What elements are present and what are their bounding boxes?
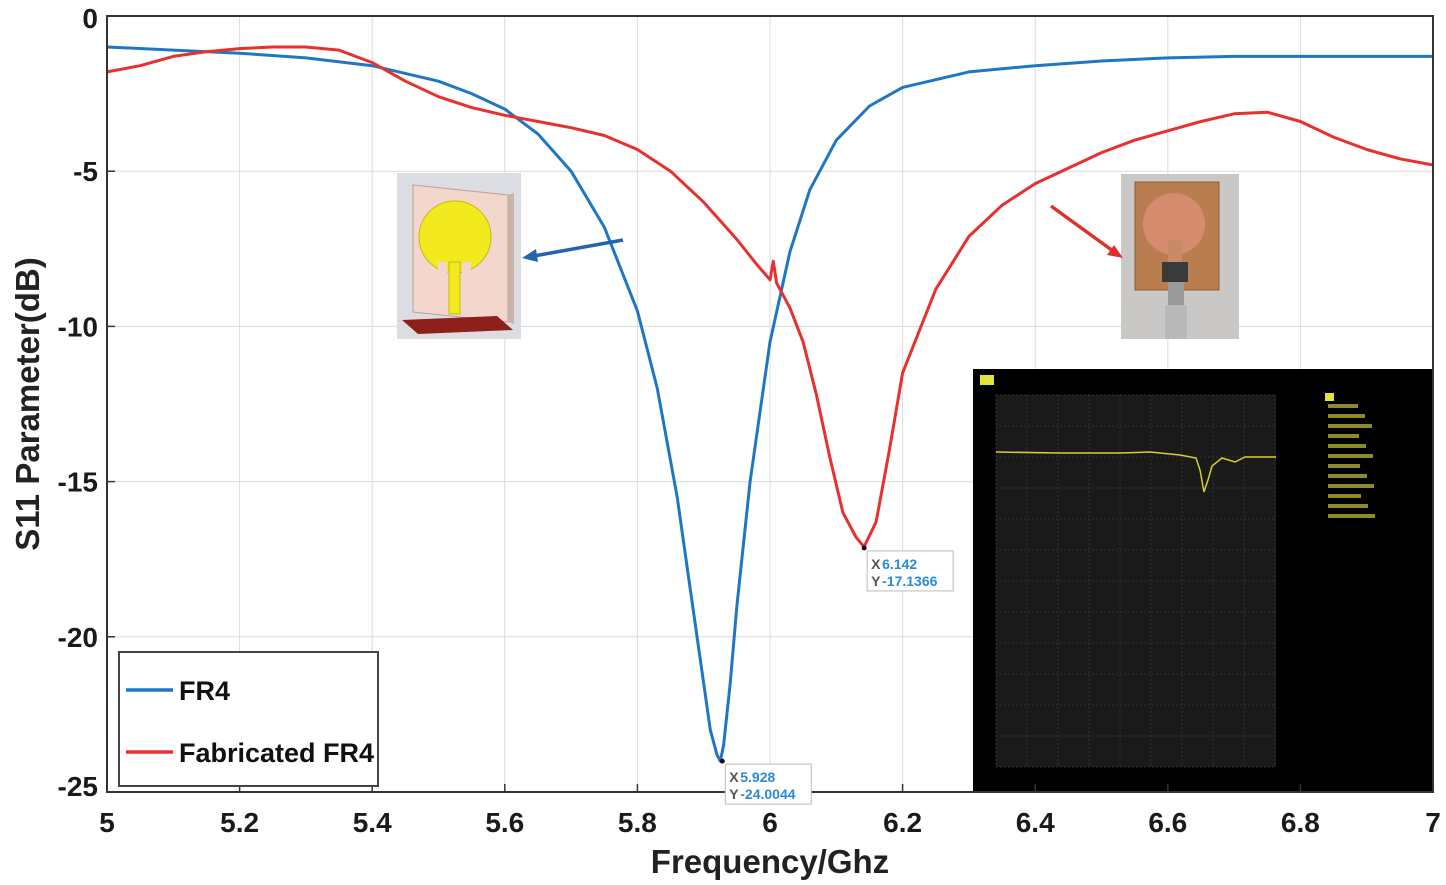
- data-tip-marker: [861, 545, 867, 551]
- data-tip-value: 5.928: [740, 769, 775, 785]
- x-tick-label: 5.6: [485, 807, 524, 838]
- y-tick-label: -15: [58, 467, 98, 498]
- y-tick-label: -20: [58, 622, 98, 653]
- y-tick-label: 0: [82, 3, 98, 34]
- data-tip-box: [724, 763, 812, 805]
- x-tick-label: 5.4: [353, 807, 392, 838]
- legend: FR4 Fabricated FR4: [118, 651, 379, 787]
- x-tick-label: 6.2: [883, 807, 922, 838]
- x-tick-label: 6.4: [1016, 807, 1055, 838]
- y-tick-label: -10: [58, 311, 98, 342]
- x-tick-label: 6: [762, 807, 778, 838]
- data-tip-box: [866, 550, 954, 592]
- data-tip-value: -24.0044: [740, 786, 795, 802]
- x-tick-label: 5.2: [220, 807, 259, 838]
- x-tick-label: 6.8: [1281, 807, 1320, 838]
- data-tip-axis-label: X: [871, 556, 881, 572]
- fabricated-antenna-photo: [1121, 174, 1239, 339]
- simulated-antenna-image: [397, 173, 521, 339]
- x-tick-label: 5.8: [618, 807, 657, 838]
- y-tick-label: -5: [73, 156, 98, 187]
- data-tip-axis-label: X: [729, 769, 739, 785]
- data-tip-value: 6.142: [882, 556, 917, 572]
- data-tip-axis-label: Y: [729, 786, 739, 802]
- fabricated-callout-arrow: [1049, 204, 1123, 258]
- x-tick-label: 5: [99, 807, 115, 838]
- y-tick-label: -25: [58, 771, 98, 802]
- x-axis-title: Frequency/Ghz: [651, 843, 889, 880]
- x-tick-label: 7: [1425, 807, 1441, 838]
- x-tick-label: 6.6: [1148, 807, 1187, 838]
- y-axis-title: S11 Parameter(dB): [9, 257, 46, 550]
- axis-ticks: 5 5.2 5.4 5.6 5.8 6 6.2 6.4 6.6 6.8 7 0 -5 -10 -15 -20 -…: [58, 3, 1441, 838]
- data-tip-axis-label: Y: [871, 573, 881, 589]
- simulated-callout-arrow: [522, 238, 624, 262]
- legend-label-fr4: FR4: [179, 676, 230, 706]
- series-line-fabricated-fr4: [106, 45, 1434, 549]
- vna-measurement-screenshot: [973, 369, 1433, 792]
- legend-label-fabricated-fr4: Fabricated FR4: [179, 738, 374, 768]
- data-tip-marker: [719, 758, 725, 764]
- data-tip-value: -17.1366: [882, 573, 937, 589]
